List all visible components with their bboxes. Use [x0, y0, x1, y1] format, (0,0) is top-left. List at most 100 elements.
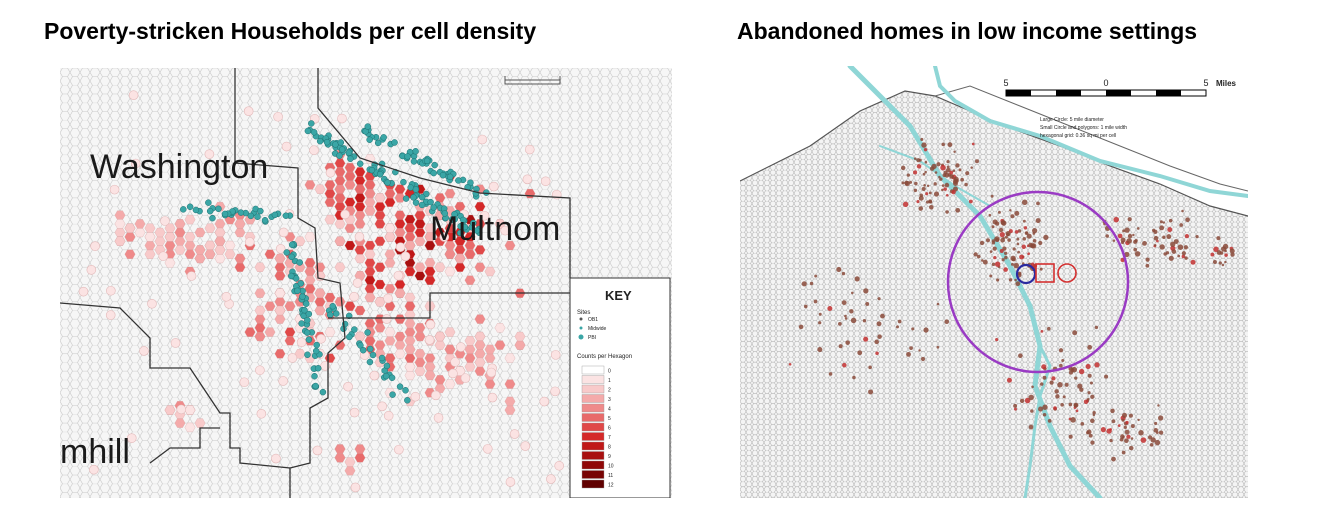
hex-cell — [296, 337, 307, 348]
hex-cell — [477, 134, 488, 145]
hex-cell — [404, 266, 416, 277]
site-marker — [439, 171, 447, 179]
site-marker — [305, 310, 313, 318]
site-marker — [446, 173, 454, 181]
hex-cell — [394, 331, 406, 342]
legend-site-label: PBI — [588, 335, 596, 341]
abandoned-home-point — [1075, 409, 1079, 413]
scale-label-right: 5 — [1203, 78, 1208, 88]
hex-cell — [294, 349, 306, 359]
hex-cell — [344, 240, 356, 251]
hex-cell — [284, 301, 296, 311]
site-marker — [368, 166, 376, 174]
abandoned-home-point — [968, 199, 973, 204]
abandoned-home-point — [965, 171, 970, 176]
abandoned-home-point — [1162, 235, 1166, 239]
abandoned-home-point — [1087, 391, 1091, 395]
abandoned-home-point — [947, 142, 953, 148]
hex-cell — [546, 474, 556, 484]
legend-ramp-swatch — [581, 470, 605, 479]
site-marker — [374, 139, 382, 147]
hex-cell — [309, 145, 319, 156]
abandoned-home-point — [1153, 244, 1157, 247]
abandoned-home-point — [1003, 251, 1008, 256]
abandoned-home-point — [1090, 394, 1095, 399]
site-marker — [404, 397, 411, 404]
hex-cell — [334, 262, 346, 272]
abandoned-home-point — [1027, 252, 1030, 256]
hex-cell — [433, 413, 444, 423]
legend-ramp-label: 0 — [608, 369, 611, 375]
abandoned-home-point — [880, 313, 885, 319]
abandoned-home-point — [841, 271, 846, 276]
abandoned-home-point — [1087, 373, 1092, 378]
poverty-density-map: Washington Multnom mhill KEY Sites OB1 Mi… — [60, 68, 672, 498]
abandoned-home-point — [1109, 428, 1112, 431]
hex-cell — [522, 174, 533, 185]
abandoned-home-point — [1036, 201, 1040, 206]
site-marker — [376, 170, 384, 178]
hex-cell — [174, 227, 186, 238]
abandoned-home-point — [868, 365, 872, 370]
legend-ramp-swatch — [581, 460, 605, 470]
hex-cell — [186, 271, 197, 281]
abandoned-home-point — [1110, 408, 1115, 414]
abandoned-home-point — [995, 237, 1000, 242]
hex-cell — [383, 293, 393, 304]
abandoned-home-point — [1022, 219, 1026, 223]
abandoned-home-point — [1017, 229, 1022, 233]
abandoned-home-points — [788, 137, 1235, 462]
legend-site-symbol — [578, 334, 584, 340]
abandoned-home-point — [1000, 220, 1006, 226]
abandoned-home-point — [1032, 228, 1038, 234]
site-marker — [382, 372, 390, 380]
legend-ramp-swatch — [581, 413, 605, 422]
abandoned-home-point — [1086, 431, 1090, 435]
hex-cell — [354, 331, 366, 342]
hex-cell — [254, 323, 266, 333]
hex-cell — [494, 340, 506, 350]
abandoned-home-point — [1077, 383, 1083, 389]
hex-cell — [384, 284, 396, 294]
hex-cell — [334, 193, 346, 203]
hex-cell — [482, 444, 493, 454]
abandoned-home-point — [990, 194, 994, 198]
hex-cell — [224, 249, 236, 259]
hex-cell — [264, 301, 276, 311]
site-marker — [455, 177, 462, 184]
hex-cell — [90, 241, 100, 251]
abandoned-home-point — [1124, 227, 1130, 233]
site-marker — [384, 179, 391, 186]
site-marker — [412, 199, 420, 206]
abandoned-homes-map: 5 0 5 Miles Large Circle: 5 mile diamete… — [740, 66, 1248, 498]
hex-cell — [474, 340, 486, 350]
abandoned-home-point — [1090, 440, 1095, 445]
hex-cell — [460, 373, 471, 383]
site-marker — [329, 302, 336, 310]
hex-cell — [273, 111, 283, 122]
hex-cell — [316, 333, 326, 344]
abandoned-home-point — [1112, 239, 1116, 242]
hex-cell — [494, 323, 506, 333]
hex-cell — [274, 305, 286, 316]
abandoned-home-point — [913, 157, 917, 161]
abandoned-home-point — [1159, 220, 1163, 224]
abandoned-home-point — [841, 300, 847, 306]
abandoned-home-point — [1068, 402, 1073, 407]
hex-cell — [244, 237, 255, 247]
site-marker — [206, 207, 214, 215]
small-buffer-circle-red — [1057, 263, 1077, 283]
scale-bar: 5 0 5 Miles — [1003, 78, 1237, 97]
hex-cell — [424, 266, 436, 277]
abandoned-home-point — [1054, 389, 1059, 394]
abandoned-home-point — [1021, 244, 1027, 249]
abandoned-home-point — [1055, 394, 1060, 399]
abandoned-home-point — [814, 274, 818, 278]
abandoned-home-point — [801, 281, 807, 287]
site-marker — [192, 206, 200, 214]
hex-cell — [394, 288, 406, 298]
abandoned-home-point — [1007, 238, 1011, 242]
hex-cell — [444, 327, 456, 337]
site-marker — [304, 351, 311, 359]
abandoned-home-point — [926, 184, 930, 188]
